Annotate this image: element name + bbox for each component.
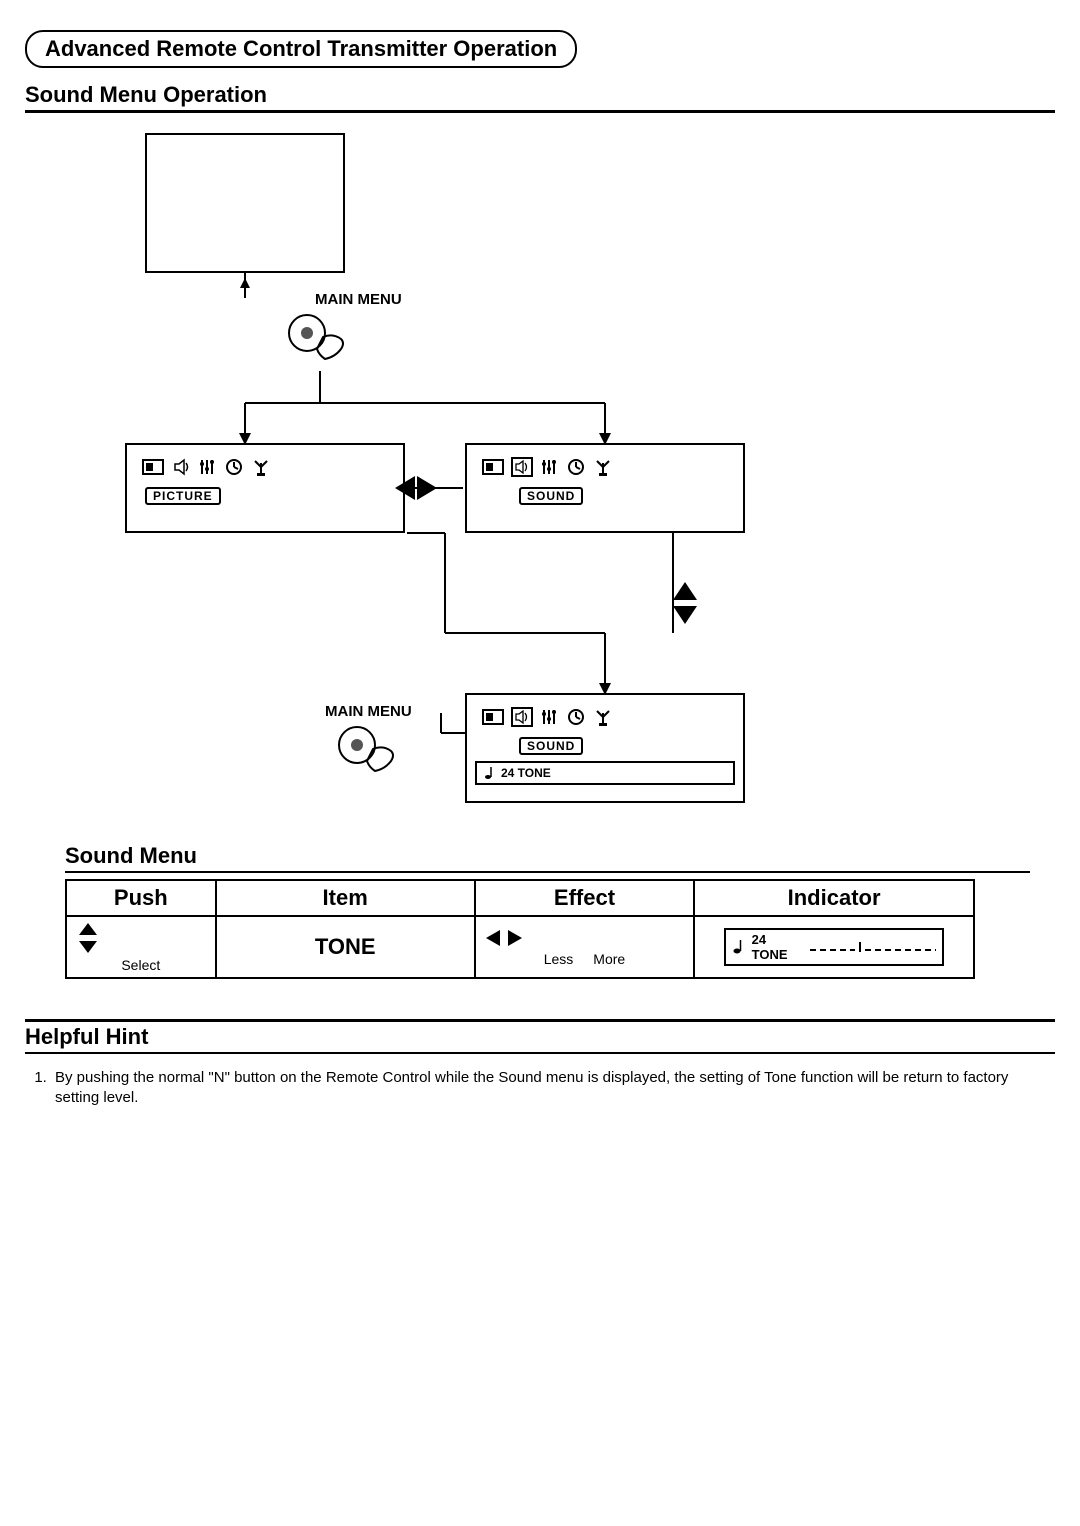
col-item: Item	[216, 880, 475, 916]
effect-cell: Less More	[475, 916, 694, 978]
indicator-scale-icon	[810, 940, 936, 954]
sound-menu-table: Push Item Effect Indicator Select TONE L…	[65, 879, 975, 979]
col-indicator: Indicator	[694, 880, 974, 916]
tv-icon	[481, 707, 505, 727]
item-cell: TONE	[216, 916, 475, 978]
osd-panel-sound: SOUND	[465, 443, 745, 533]
sliders-icon	[539, 707, 559, 727]
osd-panel-sound-tone: SOUND 24 TONE	[465, 693, 745, 803]
hint-item: By pushing the normal "N" button on the …	[51, 1068, 1055, 1109]
helpful-hint-title-text: Helpful Hint	[25, 1024, 148, 1049]
sound-menu-title: Sound Menu	[65, 843, 1030, 873]
music-note-icon	[732, 938, 746, 956]
osd-icon-strip	[475, 451, 735, 483]
tv-icon	[481, 457, 505, 477]
antenna-icon	[593, 707, 613, 727]
sound-pill: SOUND	[519, 487, 583, 505]
music-note-icon	[483, 765, 495, 781]
push-label: Select	[73, 957, 209, 973]
tone-indicator-line: 24 TONE	[475, 761, 735, 785]
main-menu-label-2: MAIN MENU	[325, 703, 412, 720]
table-header-row: Push Item Effect Indicator	[66, 880, 974, 916]
page-header: Advanced Remote Control Transmitter Oper…	[25, 30, 577, 68]
page-header-text: Advanced Remote Control Transmitter Oper…	[45, 36, 557, 61]
table-row: Select TONE Less More 24 TONE	[66, 916, 974, 978]
flow-diagram: MAIN MENU	[125, 133, 1055, 813]
speaker-icon	[171, 457, 191, 477]
antenna-icon	[251, 457, 271, 477]
osd-icon-strip	[135, 451, 395, 483]
picture-pill: PICTURE	[145, 487, 221, 505]
left-right-arrows-icon	[371, 468, 461, 508]
sound-pill: SOUND	[519, 737, 583, 755]
clock-icon	[565, 457, 587, 477]
hand-press-icon	[335, 723, 405, 783]
push-cell: Select	[66, 916, 216, 978]
indicator-cell: 24 TONE	[694, 916, 974, 978]
tv-icon	[141, 457, 165, 477]
effect-less: Less	[544, 951, 574, 967]
speaker-icon	[511, 457, 533, 477]
section-title-text: Sound Menu Operation	[25, 82, 267, 107]
up-down-select-icon	[73, 921, 103, 955]
sliders-icon	[539, 457, 559, 477]
clock-icon	[565, 707, 587, 727]
speaker-icon	[511, 707, 533, 727]
hint-list: By pushing the normal "N" button on the …	[25, 1068, 1055, 1109]
effect-more: More	[593, 951, 625, 967]
col-effect: Effect	[475, 880, 694, 916]
helpful-hint-title: Helpful Hint	[25, 1019, 1055, 1054]
osd-icon-strip	[475, 701, 735, 733]
indicator-box: 24 TONE	[724, 928, 944, 966]
sound-menu-title-text: Sound Menu	[65, 843, 197, 868]
tv-screen-box	[145, 133, 345, 273]
hand-press-icon	[285, 311, 355, 371]
section-title: Sound Menu Operation	[25, 82, 1055, 113]
sliders-icon	[197, 457, 217, 477]
tone-indicator-text: 24 TONE	[501, 766, 551, 780]
left-right-effect-icon	[482, 927, 526, 949]
col-push: Push	[66, 880, 216, 916]
indicator-text: 24 TONE	[752, 932, 804, 962]
main-menu-label-1: MAIN MENU	[315, 291, 402, 308]
clock-icon	[223, 457, 245, 477]
osd-panel-picture: PICTURE	[125, 443, 405, 533]
antenna-icon	[593, 457, 613, 477]
up-down-arrows-icon	[665, 578, 705, 628]
